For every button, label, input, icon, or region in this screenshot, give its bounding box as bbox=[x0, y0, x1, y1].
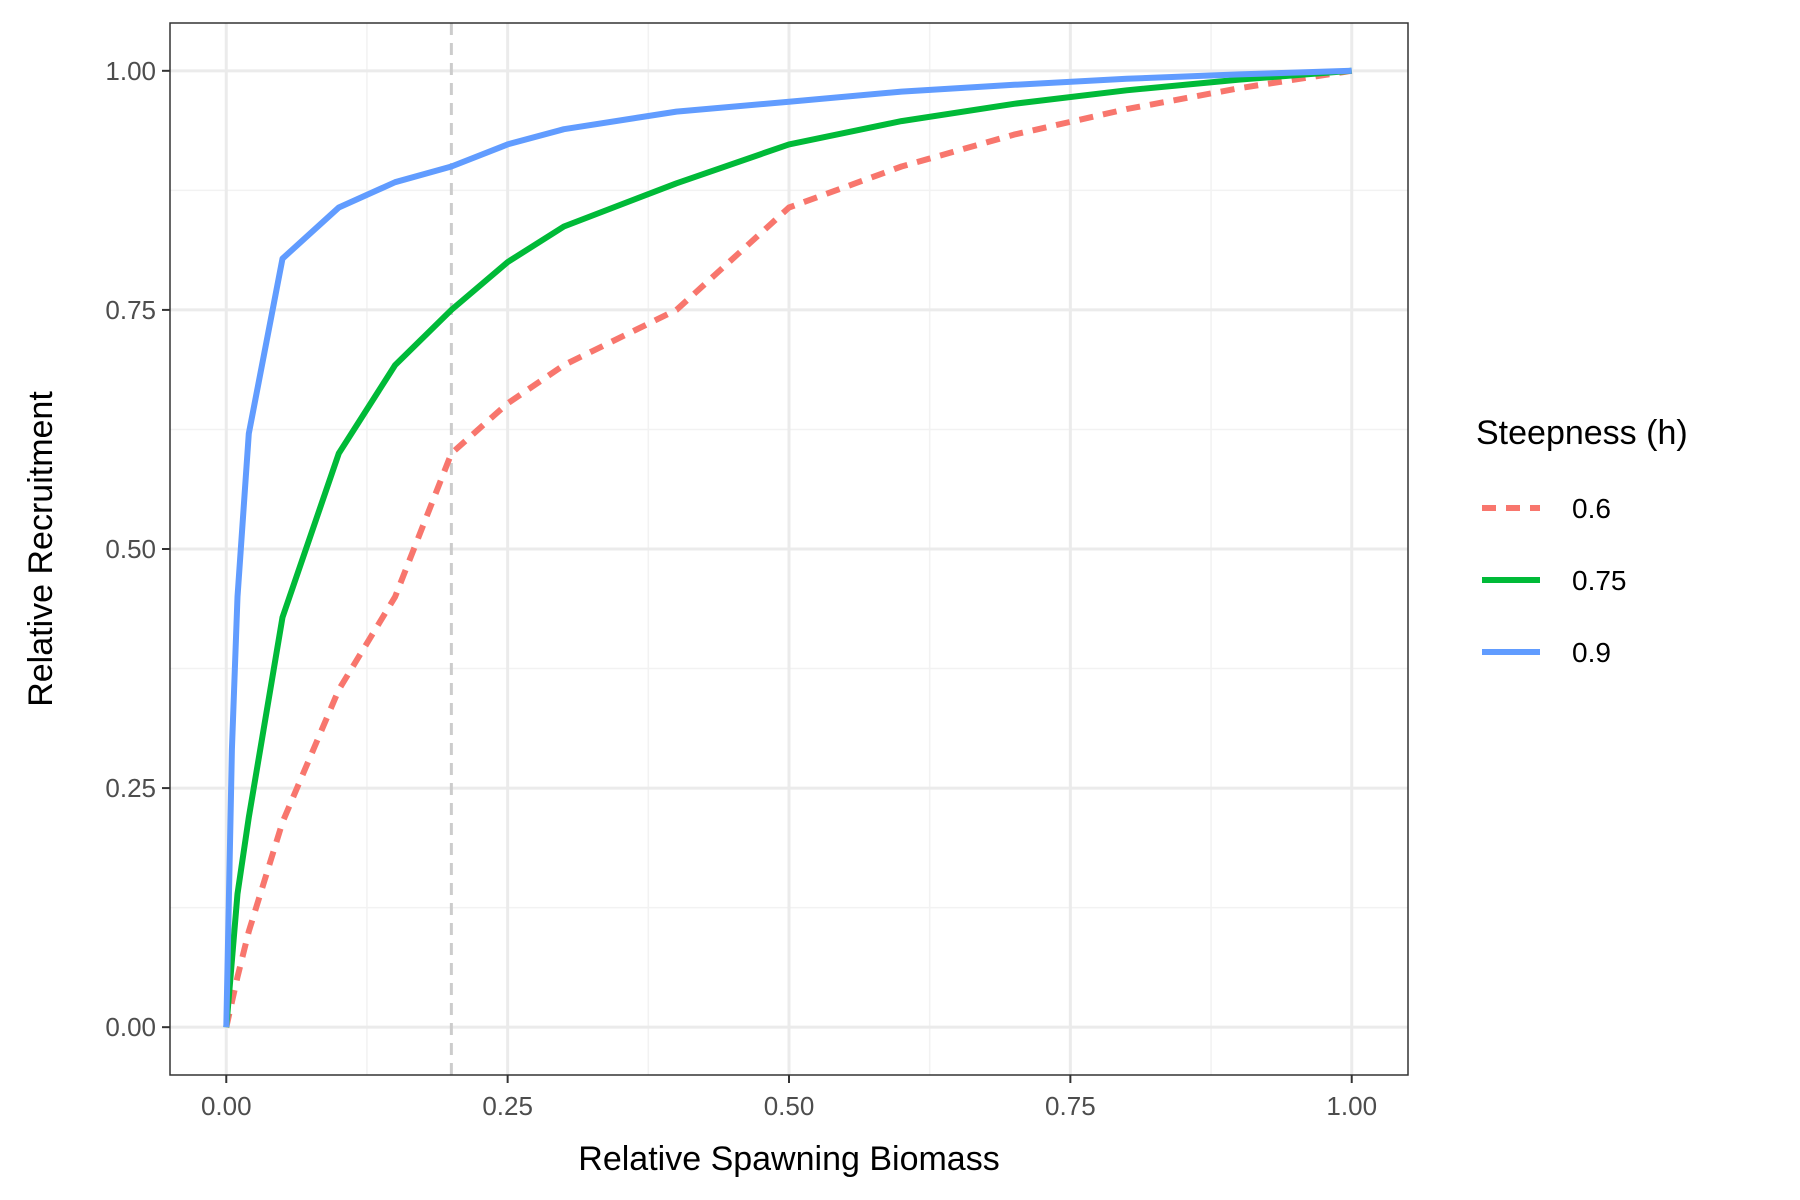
legend-label-0.9: 0.9 bbox=[1572, 637, 1611, 668]
y-tick-label: 0.75 bbox=[105, 295, 156, 325]
series-line-0.75 bbox=[223, 67, 1352, 1028]
x-tick-label: 0.25 bbox=[482, 1091, 533, 1121]
x-tick-label: 0.75 bbox=[1045, 1091, 1096, 1121]
y-tick-label: 0.25 bbox=[105, 773, 156, 803]
legend-label-0.75: 0.75 bbox=[1572, 565, 1627, 596]
x-tick-label: 1.00 bbox=[1326, 1091, 1377, 1121]
y-tick-label: 0.50 bbox=[105, 534, 156, 564]
major-grid bbox=[170, 23, 1408, 1075]
y-tick-label: 0.00 bbox=[105, 1012, 156, 1042]
y-tick-label: 1.00 bbox=[105, 56, 156, 86]
y-axis-ticks: 0.00 0.25 0.50 0.75 1.00 bbox=[105, 56, 170, 1042]
series-line-0.6 bbox=[223, 67, 1353, 1028]
y-axis-title: Relative Recruitment bbox=[22, 391, 60, 707]
x-axis-ticks: 0.00 0.25 0.50 0.75 1.00 bbox=[201, 1075, 1377, 1121]
series-line-0.9 bbox=[223, 67, 1352, 1028]
x-tick-label: 0.50 bbox=[764, 1091, 815, 1121]
legend-label-0.6: 0.6 bbox=[1572, 493, 1611, 524]
x-tick-label: 0.00 bbox=[201, 1091, 252, 1121]
legend: Steepness (h) 0.6 0.75 0.9 bbox=[1476, 414, 1688, 668]
x-axis-title: Relative Spawning Biomass bbox=[578, 1140, 999, 1178]
series-layer bbox=[223, 67, 1353, 1028]
legend-title: Steepness (h) bbox=[1476, 414, 1688, 452]
